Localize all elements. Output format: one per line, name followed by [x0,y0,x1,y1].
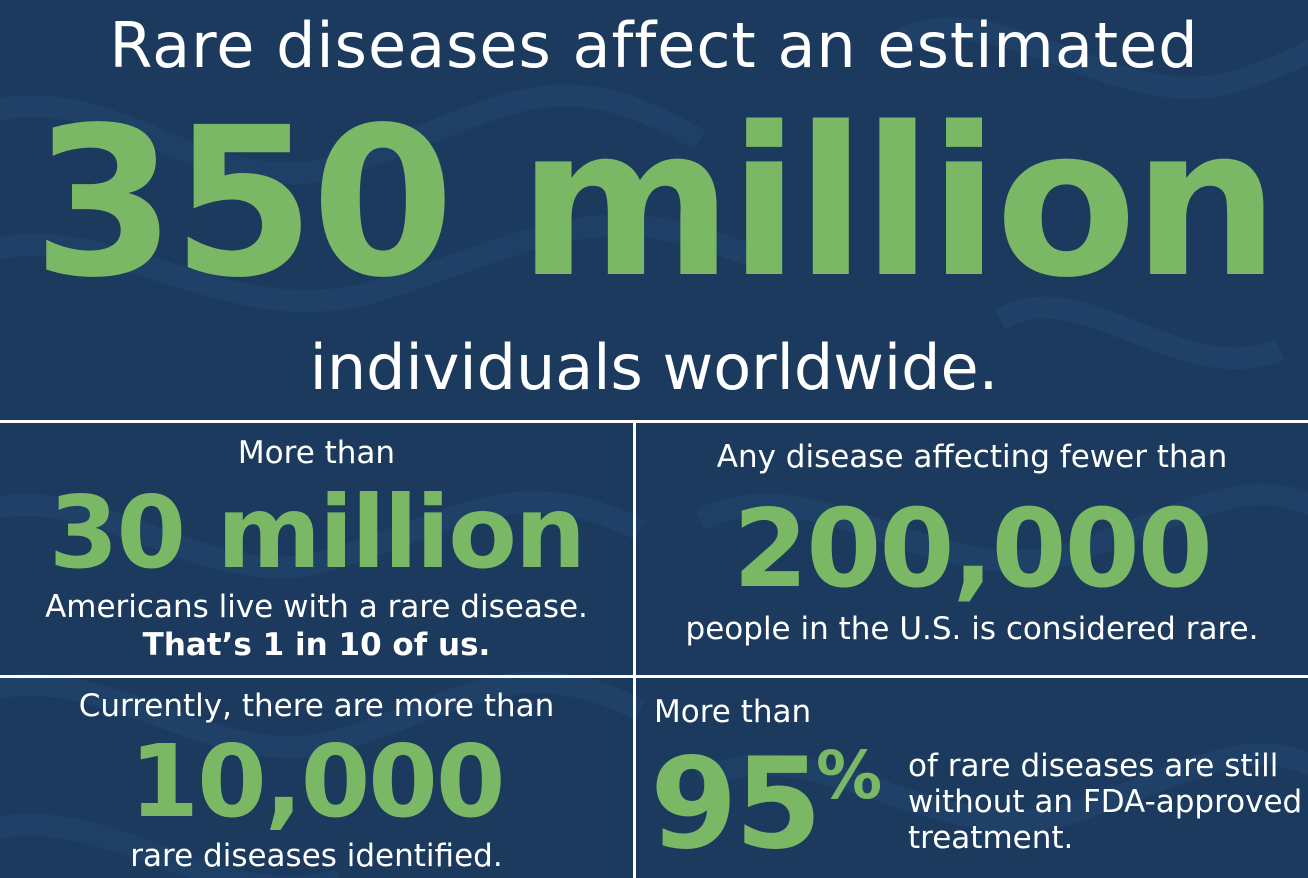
hero-bottom-text: individuals worldwide. [309,331,999,404]
stat-pre-text: More than [654,694,812,730]
stat-card-identified: Currently, there are more than 10,000 ra… [0,678,633,878]
divider-horizontal-middle [0,675,1308,678]
stat-post-text: of rare diseases are still without an FD… [908,748,1303,856]
divider-vertical [633,423,636,878]
stat-number: 95 [650,730,822,877]
stat-number: 10,000 [129,723,506,840]
stat-post-bold-text: That’s 1 in 10 of us. [142,627,491,663]
divider-horizontal-top [0,420,1308,423]
stat-number: 30 million [48,474,586,591]
stat-number: 200,000 [733,487,1213,612]
stat-pre-text: More than [237,435,396,471]
stat-pre-text: Currently, there are more than [78,688,555,724]
hero-number: 350 million [32,83,1280,323]
hero-section: Rare diseases affect an estimated 350 mi… [0,0,1308,420]
hero-top-text: Rare diseases affect an estimated [109,9,1199,82]
stat-percent-sign: % [816,737,883,814]
stat-pre-text: Any disease affecting fewer than [716,439,1228,475]
stat-post-text: Americans live with a rare disease. [45,589,588,625]
stat-post-text: people in the U.S. is considered rare. [685,611,1259,647]
stat-card-treatment: More than 95 % of rare diseases are stil… [636,678,1308,878]
stat-card-threshold: Any disease affecting fewer than 200,000… [636,423,1308,675]
stat-post-text: rare diseases identified. [130,838,503,874]
stat-card-americans: More than 30 million Americans live with… [0,423,633,675]
